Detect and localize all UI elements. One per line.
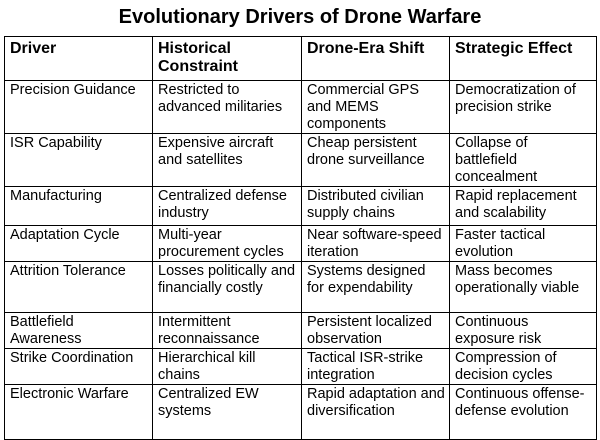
table-cell: Near software-speed iteration bbox=[301, 225, 450, 262]
table-cell: Tactical ISR-strike integration bbox=[301, 348, 450, 385]
driver-cell: Manufacturing bbox=[4, 186, 153, 226]
table-cell: Restricted to advanced militaries bbox=[152, 80, 302, 134]
driver-cell: Adaptation Cycle bbox=[4, 225, 153, 262]
title: Evolutionary Drivers of Drone Warfare bbox=[118, 6, 482, 28]
header-row: Driver Historical Constraint Drone-Era Shi… bbox=[4, 36, 597, 81]
table-cell: Mass becomes operationally viable bbox=[449, 261, 597, 313]
table-cell: Persistent localized observation bbox=[301, 312, 450, 349]
table-cell: Democratization of precision strike bbox=[449, 80, 597, 134]
table-cell: Compression of decision cycles bbox=[449, 348, 597, 385]
drivers-table: Driver Historical Constraint Drone-Era Shi… bbox=[4, 36, 597, 440]
table-cell: Systems designed for expendability bbox=[301, 261, 450, 313]
table-row: Strike Coordination Hierarchical kill cha… bbox=[4, 348, 597, 385]
driver-cell: ISR Capability bbox=[4, 133, 153, 187]
table-row: Attrition Tolerance Losses politically an… bbox=[4, 261, 597, 313]
table-cell: Distributed civilian supply chains bbox=[301, 186, 450, 226]
header-cell: Driver bbox=[4, 36, 153, 81]
table-cell: Hierarchical kill chains bbox=[152, 348, 302, 385]
table-cell: Intermittent reconnaissance bbox=[152, 312, 302, 349]
table-cell: Cheap persistent drone surveillance bbox=[301, 133, 450, 187]
table-cell: Commercial GPS and MEMS components bbox=[301, 80, 450, 134]
table-cell: Rapid replacement and scalability bbox=[449, 186, 597, 226]
driver-cell: Battlefield Awareness bbox=[4, 312, 153, 349]
table-row: Battlefield Awareness Intermittent reconn… bbox=[4, 312, 597, 349]
table-row: Manufacturing Centralized defense industr… bbox=[4, 186, 597, 226]
table-cell: Multi-year procurement cycles bbox=[152, 225, 302, 262]
table-row: Adaptation Cycle Multi-year procurement c… bbox=[4, 225, 597, 262]
header-cell: Drone-Era Shift bbox=[301, 36, 450, 81]
table-cell: Collapse of battlefield concealment bbox=[449, 133, 597, 187]
table-cell: Centralized defense industry bbox=[152, 186, 302, 226]
table-cell: Centralized EW systems bbox=[152, 384, 302, 440]
table-cell: Faster tactical evolution bbox=[449, 225, 597, 262]
table-cell: Losses politically and financially costl… bbox=[152, 261, 302, 313]
table-cell: Continuous offense-defense evolution bbox=[449, 384, 597, 440]
header-cell: Historical Constraint bbox=[152, 36, 302, 81]
table-row: ISR Capability Expensive aircraft and sat… bbox=[4, 133, 597, 187]
table-row: Precision Guidance Restricted to advanced… bbox=[4, 80, 597, 134]
table-cell: Rapid adaptation and diversification bbox=[301, 384, 450, 440]
table-cell: Expensive aircraft and satellites bbox=[152, 133, 302, 187]
driver-cell: Attrition Tolerance bbox=[4, 261, 153, 313]
table-cell: Continuous exposure risk bbox=[449, 312, 597, 349]
driver-cell: Electronic Warfare bbox=[4, 384, 153, 440]
driver-cell: Precision Guidance bbox=[4, 80, 153, 134]
header-cell: Strategic Effect bbox=[449, 36, 597, 81]
table-row: Electronic Warfare Centralized EW systems… bbox=[4, 384, 597, 440]
driver-cell: Strike Coordination bbox=[4, 348, 153, 385]
